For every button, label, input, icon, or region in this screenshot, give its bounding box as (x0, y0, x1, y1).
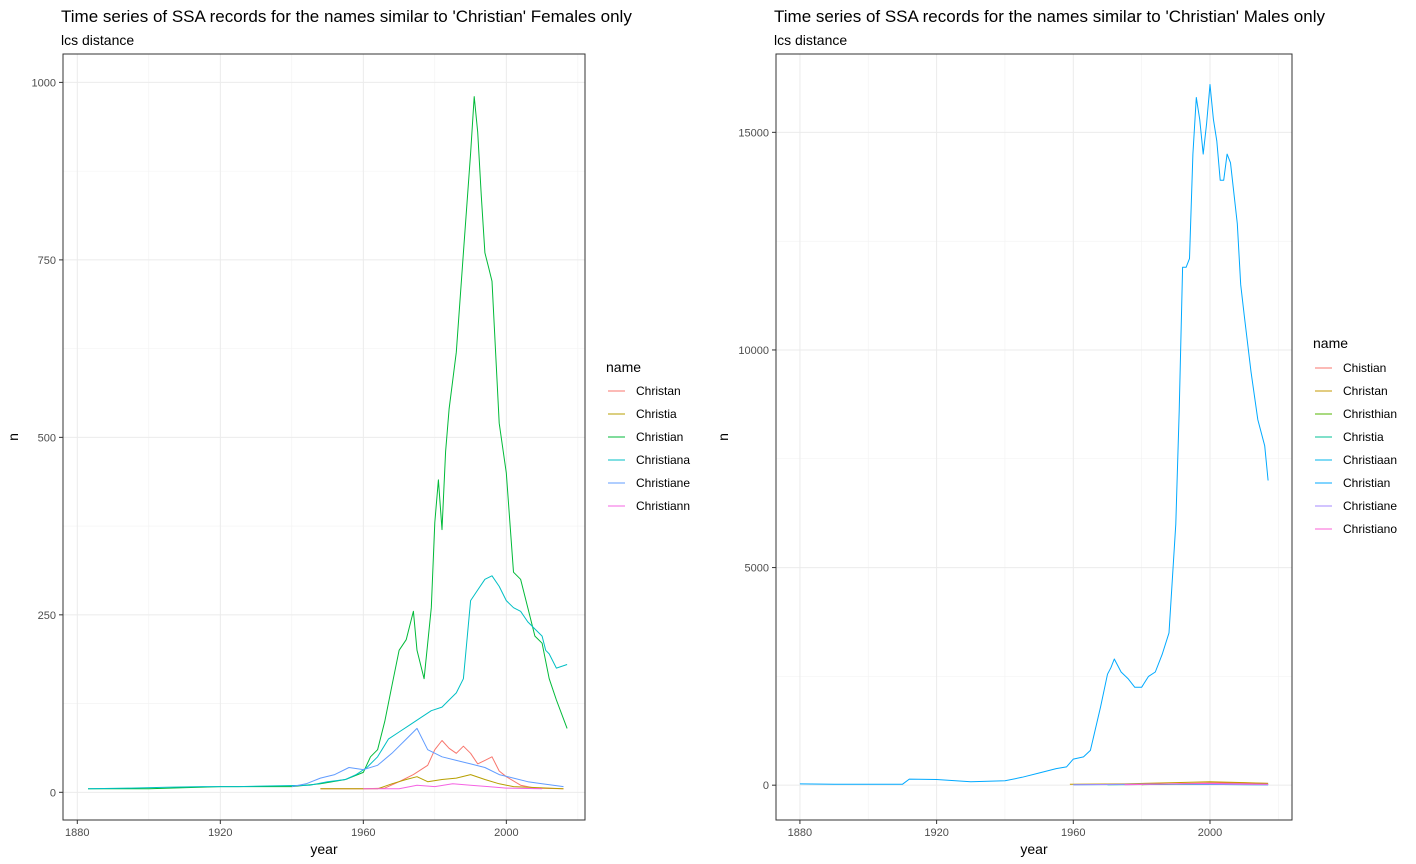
x-axis-title: year (310, 841, 338, 857)
legend-label-christiaan: Christiaan (1343, 453, 1397, 467)
series-line-christian (88, 96, 568, 790)
x-tick-label: 2000 (494, 827, 518, 839)
y-axis-title: n (715, 433, 731, 441)
legend-label-christian: Christian (636, 430, 683, 444)
series-line-christian (799, 84, 1269, 785)
chart-title: Time series of SSA records for the names… (61, 7, 632, 26)
y-axis-title: n (5, 433, 21, 441)
y-tick-label: 0 (763, 780, 769, 792)
legend-label-christan: Christan (636, 384, 681, 398)
x-tick-label: 1880 (788, 827, 812, 839)
legend-label-christiana: Christiana (636, 453, 690, 467)
x-tick-label: 1920 (924, 827, 948, 839)
y-tick-label: 15000 (738, 127, 769, 139)
legend-label-christia: Christia (1343, 430, 1384, 444)
x-tick-label: 2000 (1198, 827, 1222, 839)
chart-panel-2: Time series of SSA records for the names… (715, 7, 1397, 857)
legend-label-christiane: Christiane (636, 476, 690, 490)
y-tick-label: 750 (38, 255, 56, 267)
chart-panel-1: Time series of SSA records for the names… (5, 7, 690, 857)
series-line-christia (320, 774, 564, 790)
x-tick-label: 1880 (65, 827, 89, 839)
y-tick-label: 0 (50, 787, 56, 799)
x-tick-label: 1960 (351, 827, 375, 839)
x-tick-label: 1960 (1061, 827, 1085, 839)
chart-subtitle: lcs distance (774, 32, 847, 48)
y-tick-label: 10000 (738, 345, 769, 357)
series-line-christiann (363, 783, 543, 790)
chart-subtitle: lcs distance (61, 32, 134, 48)
legend-label-christan: Christan (1343, 384, 1388, 398)
series-line-christiane (291, 727, 564, 788)
legend-title: name (1313, 335, 1348, 351)
panel-border (775, 53, 1293, 821)
series-line-christiana (87, 575, 568, 790)
series-line-christiano (1124, 782, 1269, 786)
x-axis-title: year (1020, 841, 1048, 857)
legend-label-christiane: Christiane (1343, 499, 1397, 513)
legend-label-christia: Christia (636, 407, 677, 421)
chart-title: Time series of SSA records for the names… (774, 7, 1325, 26)
legend-label-christhian: Christhian (1343, 407, 1397, 421)
legend-label-christiano: Christiano (1343, 522, 1397, 536)
legend-label-christiann: Christiann (636, 499, 690, 513)
legend-label-chistian: Chistian (1343, 361, 1386, 375)
legend-label-christian: Christian (1343, 476, 1390, 490)
legend: name Chistian Christan Christhian Christia Ch… (1313, 335, 1397, 536)
x-tick-label: 1920 (208, 827, 232, 839)
legend-title: name (606, 359, 641, 375)
y-tick-label: 5000 (745, 563, 769, 575)
y-tick-label: 500 (38, 432, 56, 444)
y-tick-label: 1000 (32, 77, 56, 89)
y-tick-label: 250 (38, 610, 56, 622)
legend: name Christan Christia Christian Christiana C… (606, 359, 690, 513)
